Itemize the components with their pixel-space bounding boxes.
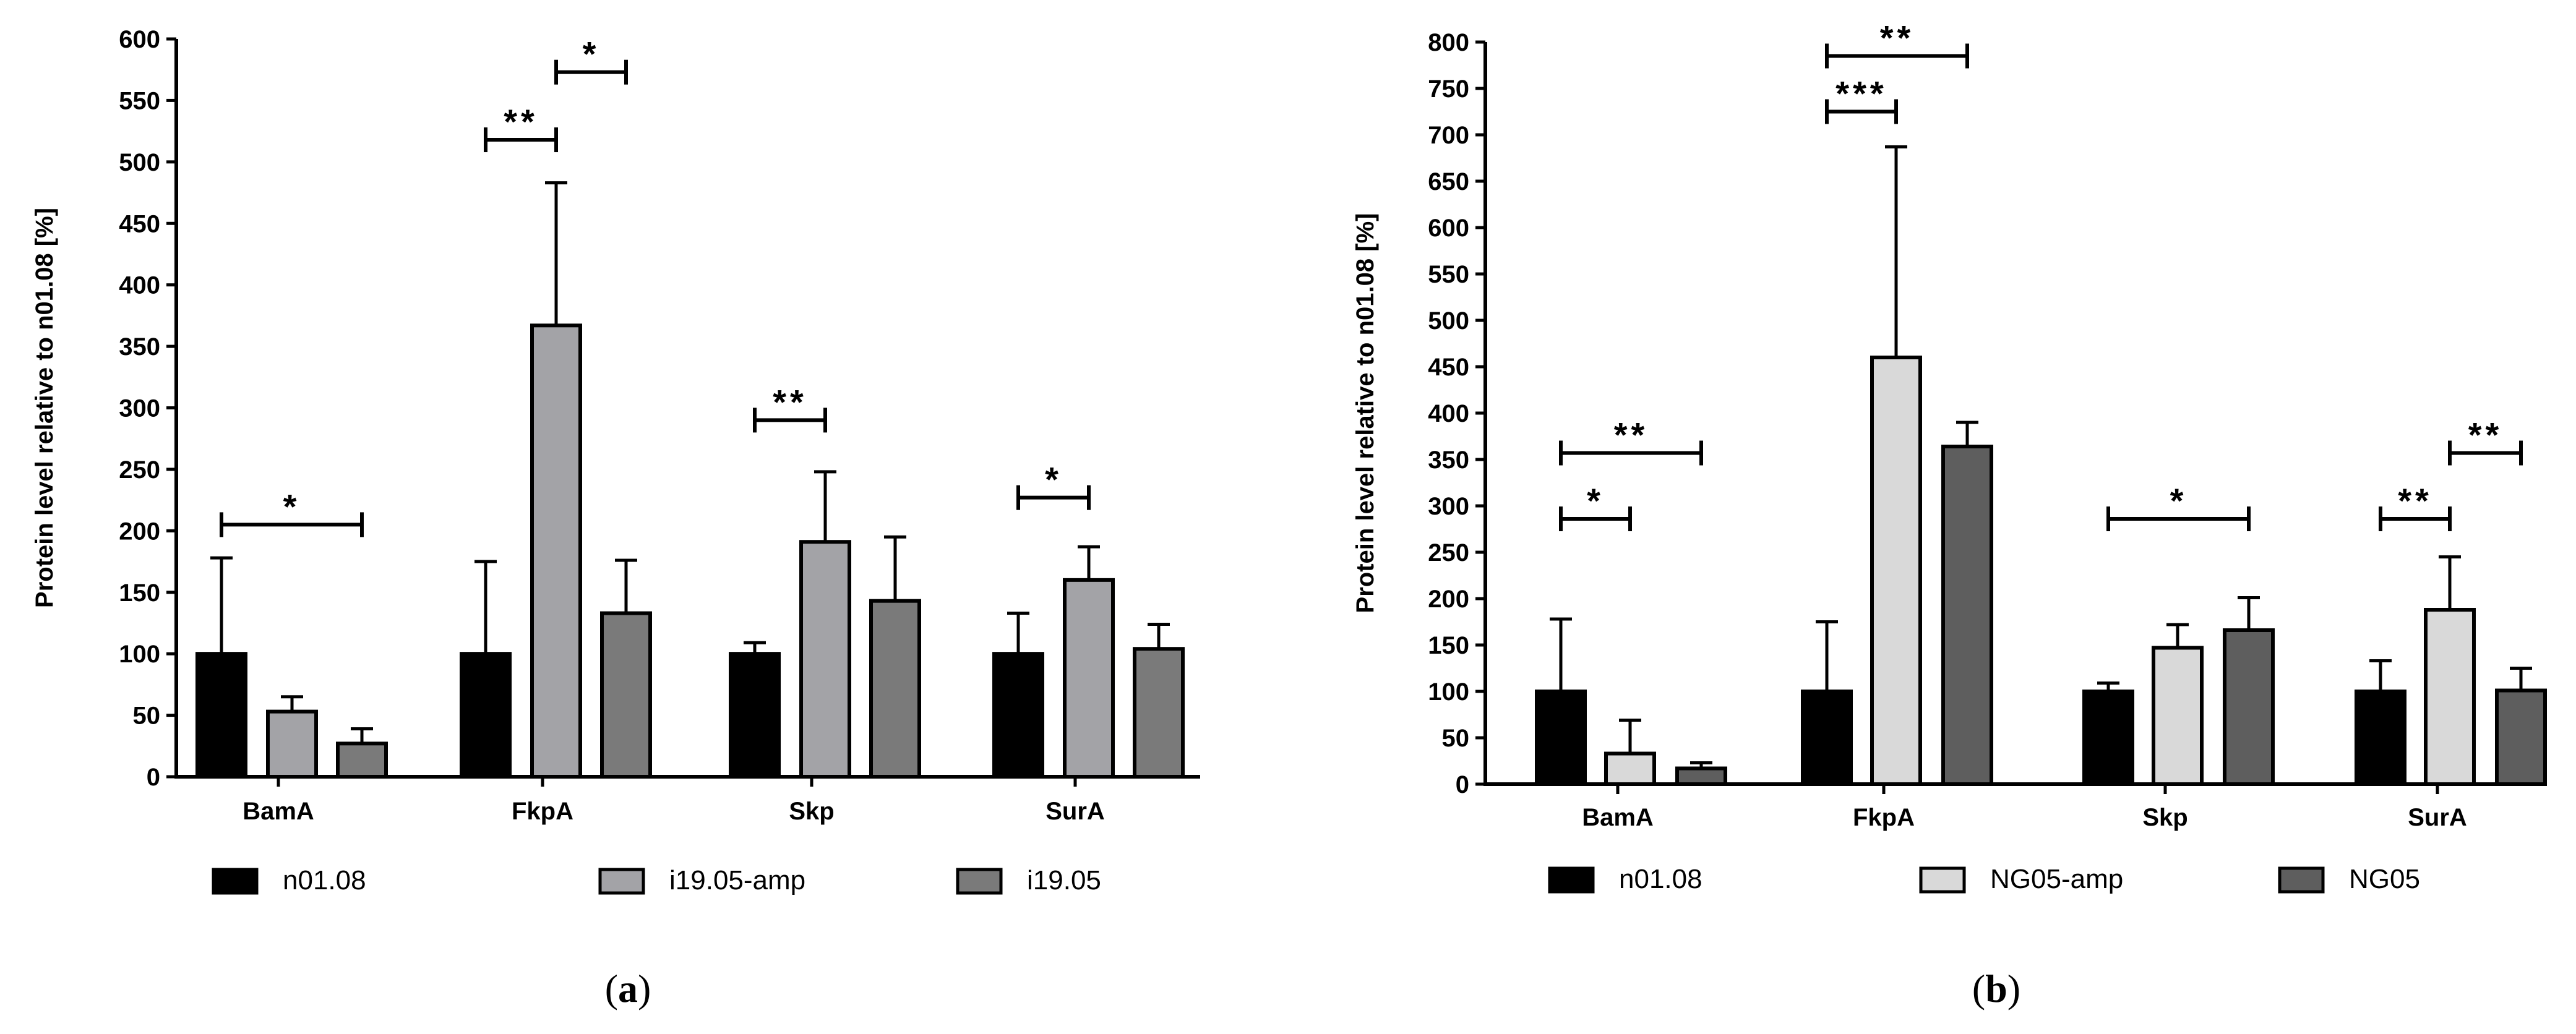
y-tick-label: 150	[119, 579, 160, 607]
y-tick-label: 700	[1428, 122, 1469, 149]
bar-n01.08-BamA	[1535, 690, 1587, 786]
y-tick-label: 400	[1428, 400, 1469, 427]
bar-i19.05-amp-SurA	[1063, 578, 1115, 779]
legend-label-NG05: NG05	[2349, 864, 2420, 894]
y-tick-label: 300	[1428, 493, 1469, 520]
y-tick-label: 500	[119, 149, 160, 176]
y-tick-label: 200	[119, 518, 160, 545]
y-tick-label: 600	[119, 26, 160, 53]
significance-label: *	[2170, 481, 2187, 520]
y-tick-label: 350	[1428, 446, 1469, 474]
y-tick-label: 600	[1428, 215, 1469, 242]
legend-label-i19.05-amp: i19.05-amp	[669, 865, 805, 895]
y-tick-label: 250	[1428, 539, 1469, 566]
y-tick-label: 500	[1428, 307, 1469, 335]
legend-swatch-NG05	[2278, 866, 2325, 894]
y-tick-label: 200	[1428, 586, 1469, 613]
y-tick-label: 350	[119, 333, 160, 361]
legend-swatch-n01.08	[212, 868, 259, 895]
bar-NG05-FkpA	[1941, 445, 1993, 786]
significance-label: **	[1614, 416, 1649, 455]
category-label-BamA: BamA	[1582, 804, 1654, 831]
bar-NG05-amp-SurA	[2424, 608, 2476, 786]
legend-label-NG05-amp: NG05-amp	[1990, 864, 2123, 894]
y-axis-title: Protein level relative to n01.08 [%]	[31, 208, 58, 608]
y-tick-label: 0	[147, 764, 160, 791]
y-tick-label: 750	[1428, 75, 1469, 103]
legend-swatch-i19.05-amp	[598, 868, 645, 895]
y-tick-label: 50	[133, 703, 161, 730]
category-label-FkpA: FkpA	[1853, 804, 1915, 831]
bar-NG05-BamA	[1675, 766, 1727, 786]
bar-n01.08-FkpA	[460, 652, 512, 779]
category-label-SurA: SurA	[1045, 798, 1105, 825]
bar-i19.05-BamA	[336, 741, 388, 779]
y-tick-label: 100	[119, 641, 160, 668]
y-tick-label: 300	[119, 395, 160, 422]
y-tick-label: 400	[119, 272, 160, 299]
legend-swatch-NG05-amp	[1919, 866, 1966, 894]
significance-label: *	[283, 487, 301, 526]
panel-label-paren: )	[638, 967, 651, 1011]
bar-n01.08-Skp	[729, 652, 781, 779]
bar-i19.05-amp-BamA	[266, 709, 318, 779]
legend-label-n01.08: n01.08	[1619, 864, 1702, 894]
bar-i19.05-amp-FkpA	[530, 323, 582, 779]
significance-label: *	[583, 35, 600, 74]
category-label-Skp: Skp	[789, 798, 834, 825]
bar-n01.08-SurA	[2355, 690, 2406, 786]
bar-NG05-amp-FkpA	[1870, 356, 1922, 786]
bar-NG05-Skp	[2223, 628, 2275, 786]
bar-i19.05-FkpA	[600, 611, 652, 779]
y-tick-label: 0	[1456, 771, 1469, 798]
y-tick-label: 150	[1428, 632, 1469, 659]
significance-label: *	[1587, 481, 1604, 520]
legend-swatch-n01.08	[1548, 866, 1595, 894]
significance-label: ***	[1835, 74, 1887, 113]
category-label-FkpA: FkpA	[512, 798, 573, 825]
panel-label-paren: (	[1972, 967, 1985, 1011]
panel-label: (a)	[605, 967, 651, 1011]
bar-i19.05-SurA	[1133, 647, 1185, 779]
legend-label-n01.08: n01.08	[283, 865, 366, 895]
panel-label-letter: a	[618, 967, 638, 1011]
chart-panel-a: 0 50 100 150 200 250 300 350 400 450 500 550 600 BamA…	[31, 26, 1200, 1011]
panel-label-paren: )	[2007, 967, 2020, 1011]
bar-n01.08-BamA	[195, 652, 247, 779]
bar-n01.08-SurA	[992, 652, 1044, 779]
significance-label: **	[1880, 19, 1915, 58]
y-tick-label: 550	[1428, 261, 1469, 288]
bar-NG05-amp-BamA	[1604, 751, 1656, 786]
panel-label-paren: (	[605, 967, 618, 1011]
y-tick-label: 50	[1442, 725, 1470, 752]
panel-label-letter: b	[1985, 967, 2007, 1011]
category-label-SurA: SurA	[2408, 804, 2467, 831]
bar-n01.08-Skp	[2082, 690, 2134, 786]
y-tick-label: 650	[1428, 168, 1469, 195]
y-tick-label: 450	[1428, 354, 1469, 381]
chart-panel-b: 0 50 100 150 200 250 300 350 400 450 500 550 600 650 7…	[1352, 19, 2547, 1011]
panel-label: (b)	[1972, 967, 2020, 1011]
y-tick-label: 800	[1428, 29, 1469, 56]
y-tick-label: 550	[119, 87, 160, 114]
significance-label: *	[1045, 460, 1062, 499]
category-label-Skp: Skp	[2142, 804, 2187, 831]
y-tick-label: 100	[1428, 678, 1469, 706]
significance-label: **	[2398, 481, 2432, 520]
significance-label: **	[2468, 416, 2503, 455]
significance-label: **	[773, 382, 807, 421]
category-label-BamA: BamA	[243, 798, 314, 825]
significance-label: **	[504, 102, 538, 141]
legend-label-i19.05: i19.05	[1027, 865, 1101, 895]
bar-NG05-SurA	[2495, 688, 2547, 786]
bar-i19.05-Skp	[869, 599, 921, 779]
bar-n01.08-FkpA	[1801, 690, 1853, 786]
legend-swatch-i19.05	[956, 868, 1003, 895]
bar-i19.05-amp-Skp	[799, 540, 851, 779]
y-tick-label: 450	[119, 210, 160, 237]
y-axis-title: Protein level relative to n01.08 [%]	[1352, 213, 1379, 613]
y-tick-label: 250	[119, 456, 160, 484]
bar-NG05-amp-Skp	[2152, 646, 2204, 786]
